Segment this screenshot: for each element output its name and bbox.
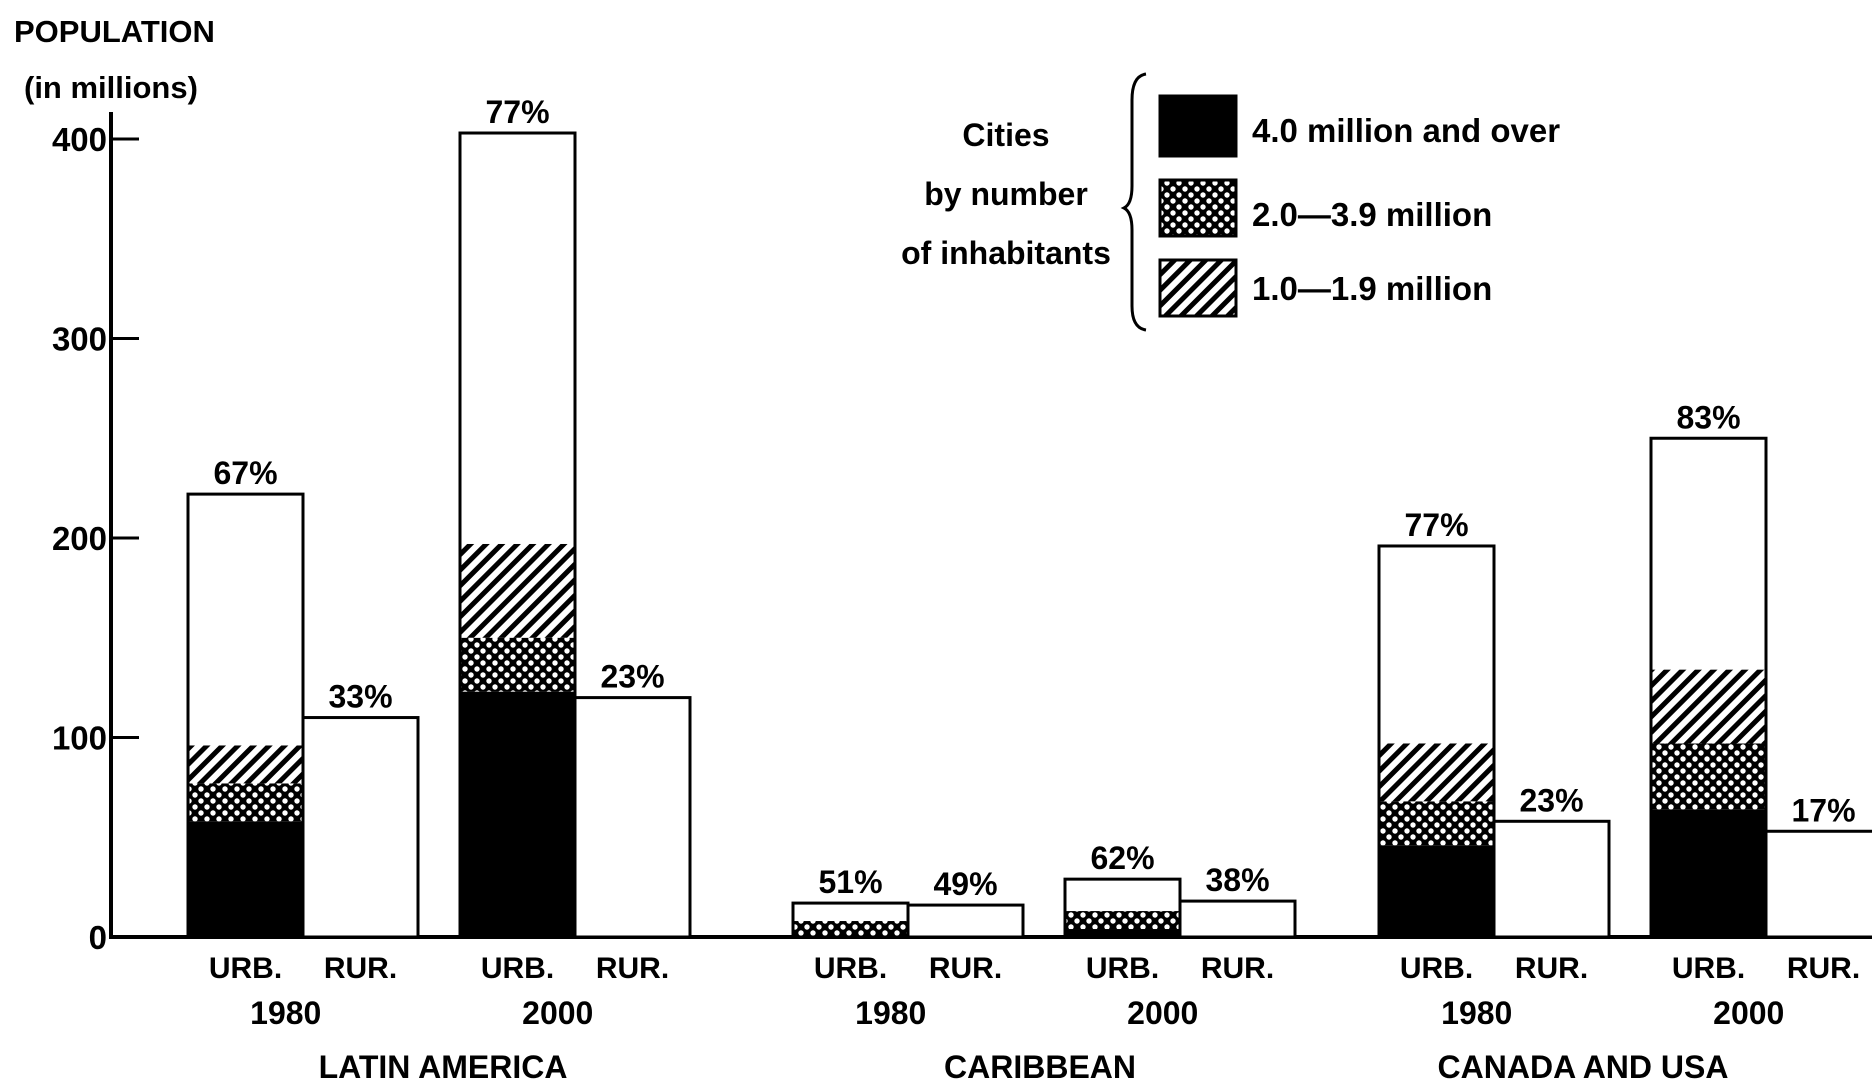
year-label: 1980 — [1441, 995, 1512, 1031]
y-axis-title-line-1: POPULATION — [14, 14, 215, 49]
urban-segment-4m-plus — [188, 821, 303, 937]
rural-bar-2000 — [1178, 899, 1297, 939]
year-label: 2000 — [522, 995, 593, 1031]
year-label: 1980 — [855, 995, 926, 1031]
legend-title-line-1: Cities — [962, 117, 1049, 153]
rural-bar-1980 — [301, 716, 420, 939]
rural-bar-2000 — [573, 696, 692, 939]
urban-segment-4m-plus — [1065, 929, 1180, 937]
y-axis-title-line-2: (in millions) — [24, 70, 198, 105]
region-label: CARIBBEAN — [944, 1049, 1136, 1085]
year-label: 1980 — [250, 995, 321, 1031]
legend: Cities by number of inhabitants 4.0 mill… — [901, 72, 1560, 332]
rural-category-label: RUR. — [596, 952, 669, 985]
urban-bar-outline — [186, 492, 305, 939]
rural-pct-label: 23% — [600, 659, 664, 695]
urban-segment-1m-1.9m — [188, 745, 303, 784]
rural-bar-1980 — [906, 903, 1025, 939]
urban-segment-1m-1.9m — [1651, 669, 1766, 744]
urban-segment-2m-3.9m — [1065, 911, 1180, 930]
bars — [186, 131, 1872, 939]
urban-category-label: URB. — [1672, 952, 1745, 985]
y-tick-label: 100 — [52, 720, 107, 757]
rural-pct-label: 33% — [328, 679, 392, 715]
y-tick-label: 400 — [52, 121, 107, 158]
rural-pct-label: 49% — [933, 866, 997, 902]
legend-label-solid: 4.0 million and over — [1252, 112, 1560, 149]
urban-segment-2m-3.9m — [793, 921, 908, 937]
legend-title-line-2: by number — [924, 176, 1088, 212]
urban-bar-outline — [458, 131, 577, 939]
legend-swatch-solid — [1158, 94, 1238, 158]
urban-pct-label: 67% — [213, 455, 277, 491]
rural-bar-1980 — [1492, 819, 1611, 939]
urban-segment-2m-3.9m — [1651, 743, 1766, 810]
legend-swatch-hatch — [1158, 258, 1238, 318]
urban-pct-label: 77% — [1404, 507, 1468, 543]
rural-pct-label: 23% — [1519, 782, 1583, 818]
urban-pct-label: 77% — [485, 94, 549, 130]
urban-segment-4m-plus — [1651, 809, 1766, 937]
legend-title-line-3: of inhabitants — [901, 235, 1111, 271]
urban-bar-outline — [1377, 544, 1496, 939]
year-label: 2000 — [1713, 995, 1784, 1031]
urban-segment-2m-3.9m — [1379, 801, 1494, 846]
region-label: LATIN AMERICA — [319, 1049, 568, 1085]
y-tick-label: 300 — [52, 321, 107, 358]
urban-pct-label: 62% — [1090, 840, 1154, 876]
urban-segment-1m-1.9m — [1379, 743, 1494, 802]
urban-segment-1m-1.9m — [460, 543, 575, 638]
y-tick-label: 200 — [52, 520, 107, 557]
urban-category-label: URB. — [209, 952, 282, 985]
rural-category-label: RUR. — [1201, 952, 1274, 985]
urban-category-label: URB. — [1086, 952, 1159, 985]
urban-bar-outline — [1649, 436, 1768, 939]
legend-swatch-dots — [1158, 178, 1238, 238]
urban-segment-2m-3.9m — [460, 637, 575, 692]
y-tick-label: 0 — [89, 919, 107, 956]
legend-brace — [1120, 72, 1147, 332]
urban-pct-label: 83% — [1676, 399, 1740, 435]
rural-bar-2000 — [1764, 829, 1872, 939]
legend-label-dots: 2.0—3.9 million — [1252, 196, 1492, 233]
urban-segment-4m-plus — [460, 691, 575, 937]
rural-category-label: RUR. — [324, 952, 397, 985]
rural-pct-label: 17% — [1791, 792, 1855, 828]
urban-pct-label: 51% — [818, 864, 882, 900]
urban-category-label: URB. — [481, 952, 554, 985]
rural-category-label: RUR. — [1515, 952, 1588, 985]
urban-category-label: URB. — [1400, 952, 1473, 985]
rural-category-label: RUR. — [929, 952, 1002, 985]
urban-segment-4m-plus — [1379, 845, 1494, 937]
region-label: CANADA AND USA — [1438, 1049, 1729, 1085]
rural-category-label: RUR. — [1787, 952, 1860, 985]
legend-label-hatch: 1.0—1.9 million — [1252, 270, 1492, 307]
rural-pct-label: 38% — [1205, 862, 1269, 898]
urban-segment-2m-3.9m — [188, 783, 303, 822]
urban-category-label: URB. — [814, 952, 887, 985]
year-label: 2000 — [1127, 995, 1198, 1031]
